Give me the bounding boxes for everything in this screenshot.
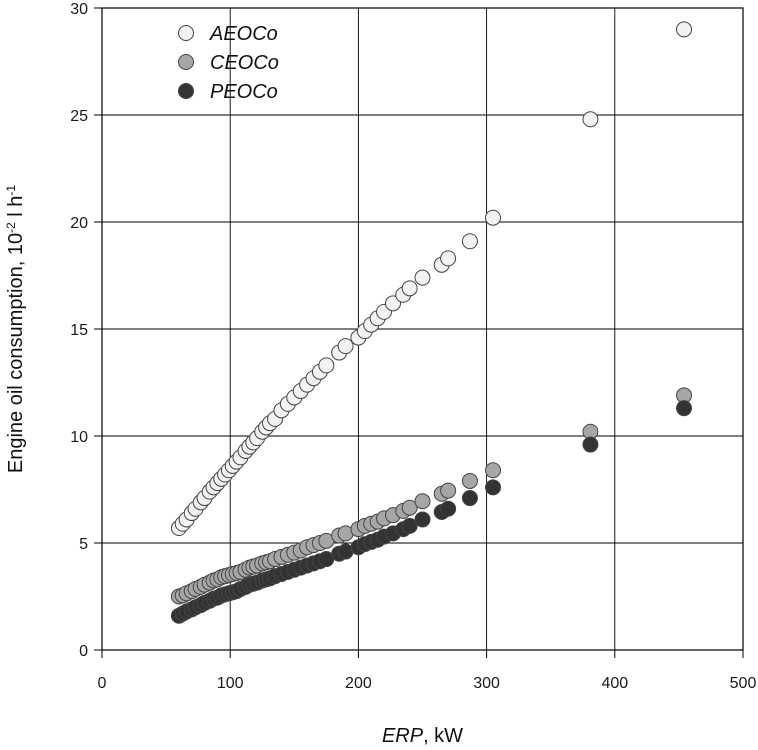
x-tick-label: 300 <box>473 675 500 692</box>
x-tick-label: 400 <box>601 675 628 692</box>
y-tick-label: 10 <box>70 429 88 446</box>
y-tick-label: 15 <box>70 322 88 339</box>
y-tick-label: 20 <box>70 215 88 232</box>
data-point <box>582 111 599 128</box>
data-point <box>401 280 418 297</box>
data-point <box>440 500 457 517</box>
data-point <box>414 511 431 528</box>
x-tick-label: 500 <box>730 675 757 692</box>
data-point <box>440 482 457 499</box>
legend-marker <box>178 83 194 99</box>
data-points <box>170 21 693 624</box>
legend-label: CEOCo <box>210 52 279 74</box>
y-tick-label: 25 <box>70 108 88 125</box>
x-tick-label: 0 <box>98 675 107 692</box>
legend-marker <box>178 54 194 70</box>
y-axis-title-exp2: -1 <box>4 185 18 196</box>
legend: AEOCo CEOCo PEOCo <box>178 23 279 103</box>
legend-marker <box>178 25 194 41</box>
data-point <box>440 250 457 267</box>
y-tick-label: 0 <box>79 643 88 660</box>
data-point <box>414 269 431 286</box>
data-point <box>582 436 599 453</box>
y-tick-label: 5 <box>79 536 88 553</box>
y-axis-title: Engine oil consumption, 10-2 l h-1 <box>4 185 27 474</box>
y-tick-label: 30 <box>70 1 88 18</box>
y-axis-title-mid: l h <box>5 196 27 223</box>
data-point <box>485 479 502 496</box>
data-point <box>401 499 418 516</box>
data-point <box>318 357 335 374</box>
data-point <box>461 472 478 489</box>
data-point <box>337 338 354 355</box>
x-axis-title-main: ERP <box>382 725 424 747</box>
grid-lines <box>102 8 743 650</box>
y-axis-title-base: Engine oil consumption, 10 <box>5 233 27 473</box>
data-point <box>485 462 502 479</box>
x-axis-title: ERP, kW <box>382 725 463 747</box>
data-point <box>676 21 693 38</box>
data-point <box>401 517 418 534</box>
data-point <box>676 400 693 417</box>
x-tick-label: 200 <box>345 675 372 692</box>
data-point <box>414 493 431 510</box>
legend-label: AEOCo <box>209 23 278 45</box>
data-point <box>461 233 478 250</box>
axis-ticks: 0 100 200 300 400 500 0 5 10 15 20 25 30 <box>70 1 756 692</box>
series-ceoco <box>170 387 693 605</box>
data-point <box>385 295 402 312</box>
y-axis-title-exp1: -2 <box>4 222 18 233</box>
data-point <box>485 209 502 226</box>
legend-label: PEOCo <box>210 81 278 103</box>
series-peoco <box>170 400 693 624</box>
series-aeoco <box>170 21 693 537</box>
x-axis-title-unit: , kW <box>423 725 463 747</box>
x-tick-label: 100 <box>217 675 244 692</box>
data-point <box>461 490 478 507</box>
